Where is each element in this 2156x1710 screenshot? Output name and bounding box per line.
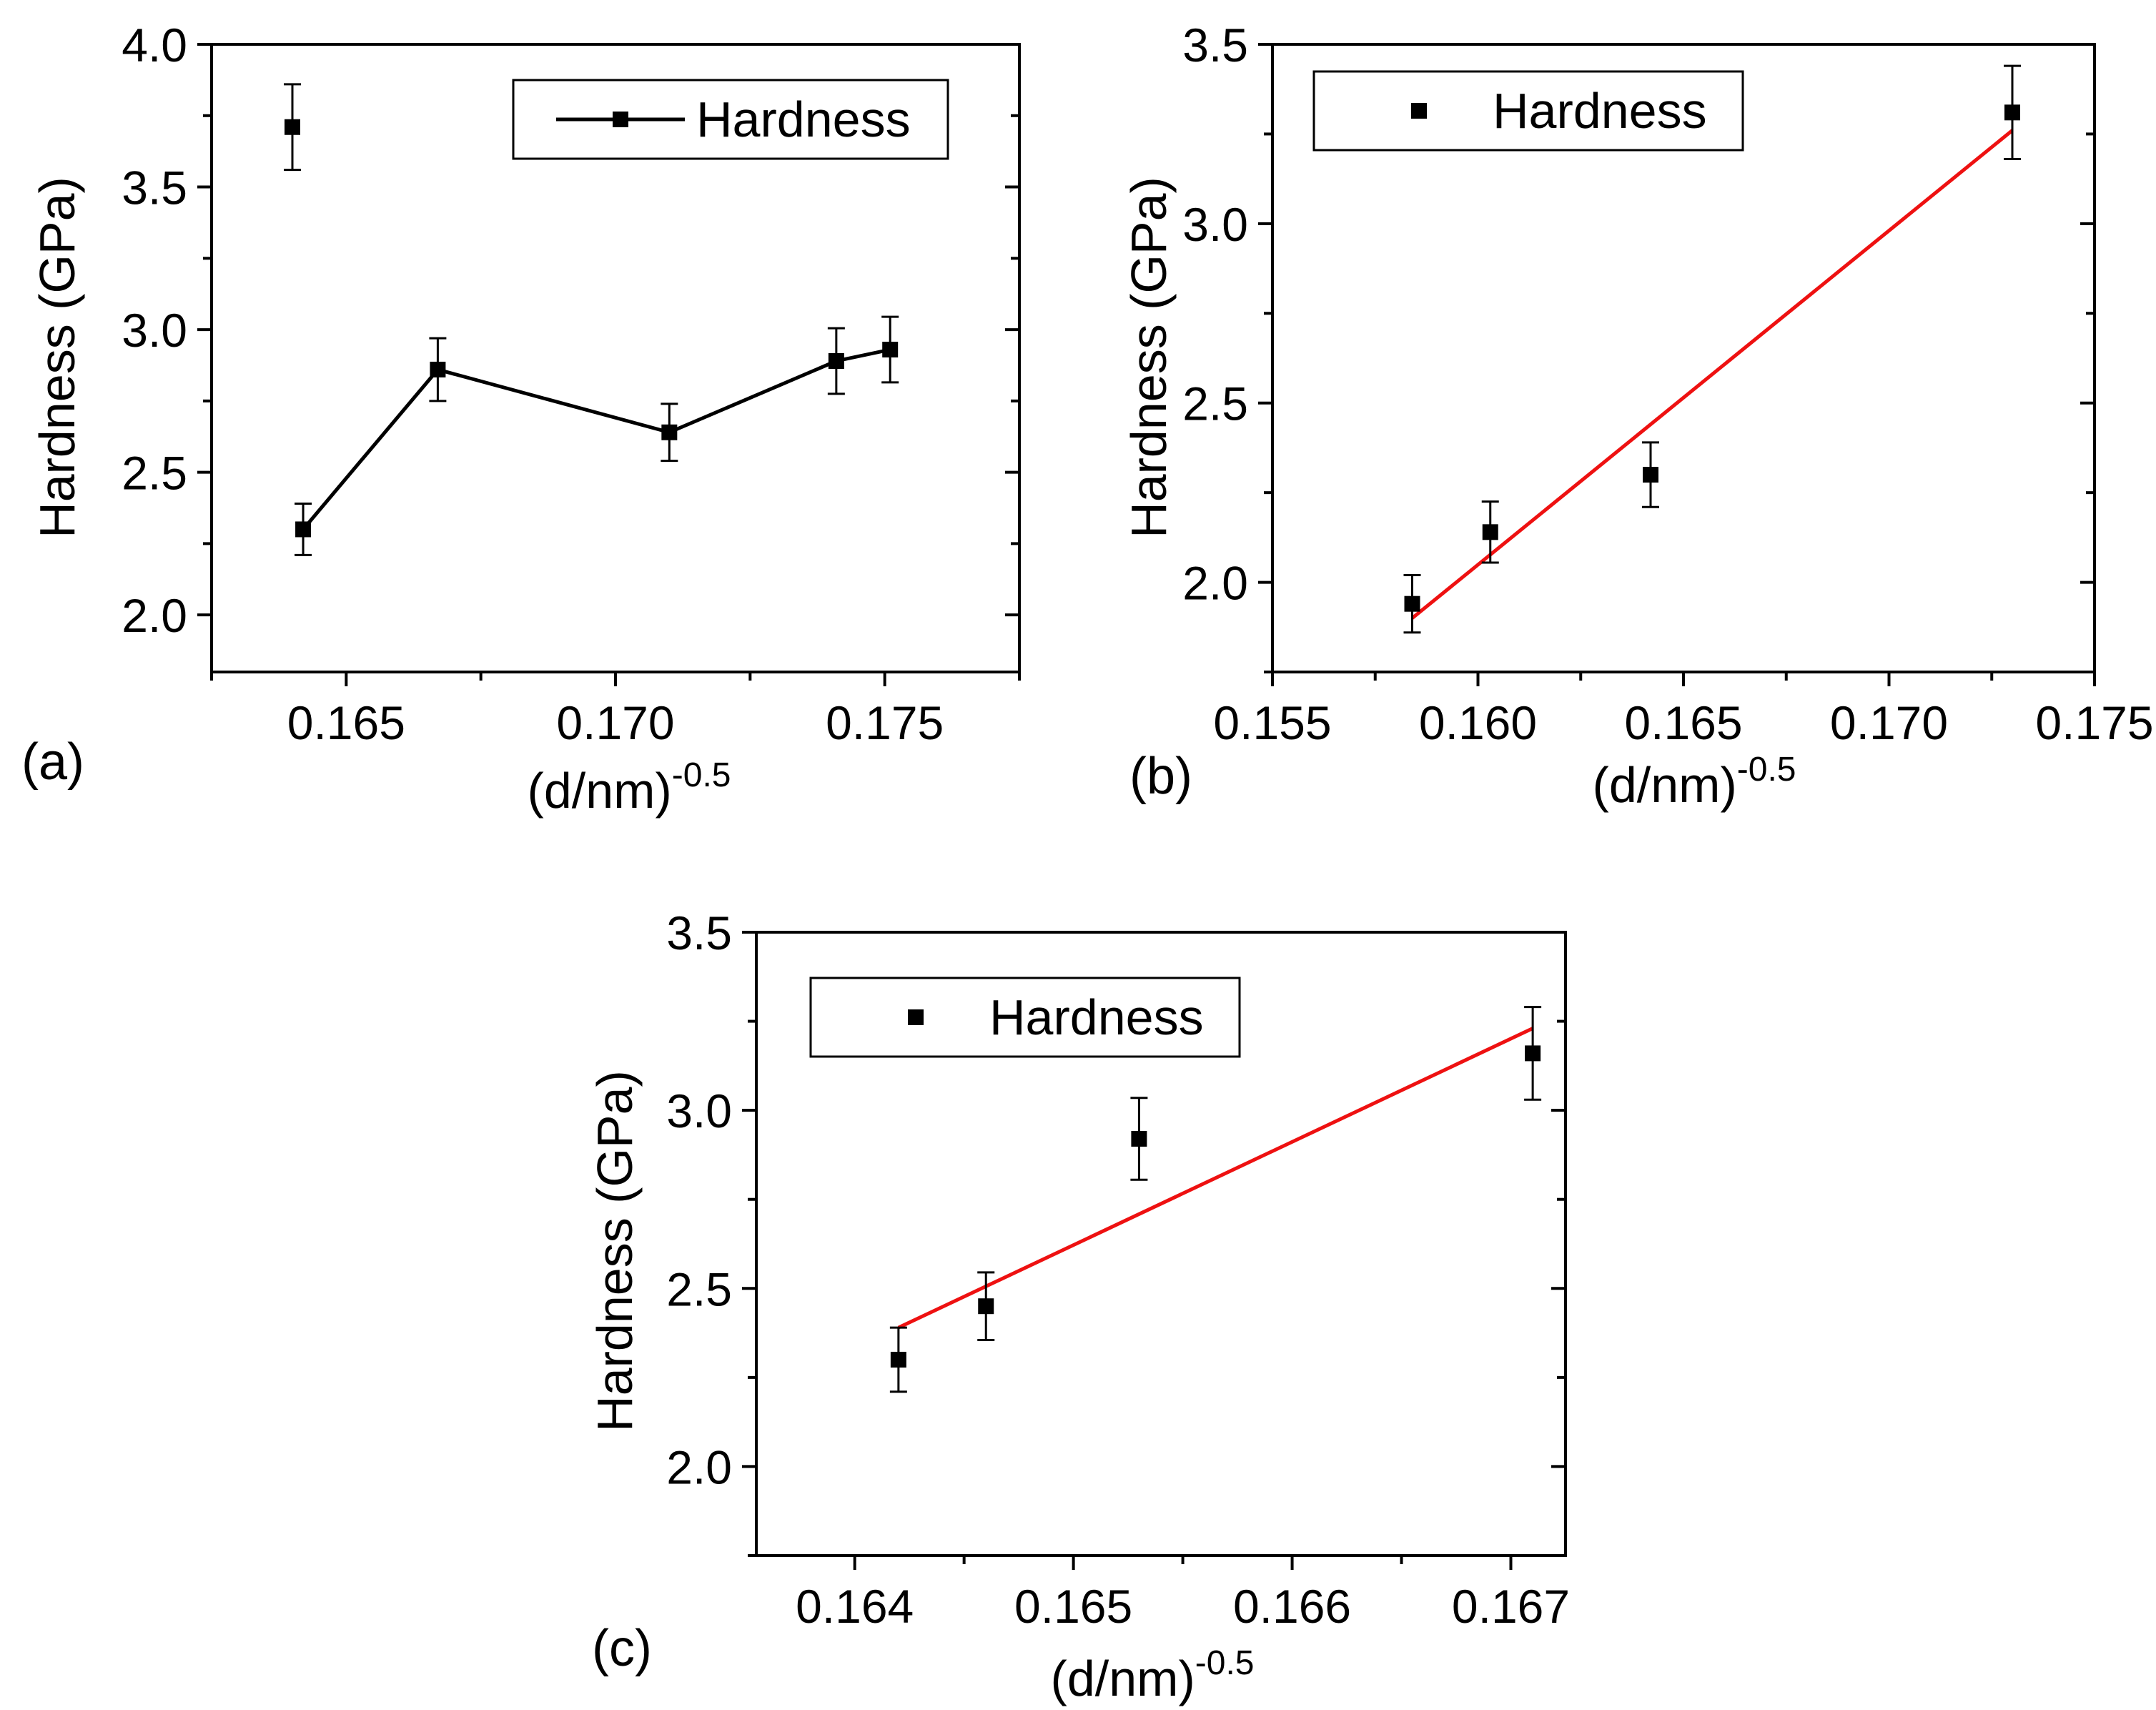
panel-label: (a) (21, 733, 84, 791)
x-tick-label: 0.160 (1419, 696, 1537, 749)
legend-label: Hardness (989, 989, 1204, 1045)
x-tick-label: 0.167 (1452, 1580, 1570, 1633)
data-point (1643, 467, 1658, 483)
legend-marker (908, 1009, 924, 1025)
y-tick-label: 2.0 (1182, 557, 1248, 610)
chart-panel-2: 0.155 0.160 0.165 0.170 0.175 2.0 2.5 3.0 3.5 Har… (1121, 19, 2154, 813)
data-point (1525, 1045, 1541, 1062)
data-point (1131, 1131, 1147, 1147)
x-axis-label-base: (d/nm) (1051, 1651, 1195, 1706)
y-tick-label: 3.0 (122, 304, 187, 357)
data-point (430, 361, 446, 377)
data-point (661, 424, 678, 440)
x-tick-label: 0.170 (1830, 696, 1948, 749)
y-tick-label: 3.5 (122, 162, 187, 214)
y-tick-label: 3.5 (1182, 19, 1248, 71)
y-tick-label: 2.5 (666, 1262, 732, 1315)
data-point (828, 352, 844, 369)
x-tick-label: 0.175 (2035, 696, 2153, 749)
data-point (285, 119, 300, 135)
x-tick-label: 0.170 (556, 696, 674, 749)
legend-marker (613, 112, 628, 127)
y-tick-label: 2.0 (666, 1440, 732, 1493)
chart-panel-3: 0.164 0.165 0.166 0.167 2.0 2.5 3.0 3.5 Hardness… (587, 906, 1570, 1706)
y-tick-label: 2.5 (1182, 377, 1248, 430)
data-point (1482, 524, 1498, 540)
x-tick-label: 0.166 (1233, 1580, 1351, 1633)
legend-box (1312, 70, 1744, 152)
x-axis-label: (d/nm)-0.5 (1593, 751, 1796, 813)
y-tick-label: 3.5 (666, 906, 732, 959)
plots-group: 0.165 0.170 0.175 2.0 2.5 3.0 3.5 4.0 Hardness (… (21, 19, 2154, 1706)
y-axis-label: Hardness (GPa) (587, 1070, 643, 1432)
series-line (302, 347, 891, 531)
legend-marker (1411, 103, 1427, 119)
legend-label: Hardness (696, 92, 911, 147)
data-point (295, 521, 312, 538)
x-axis-label: (d/nm)-0.5 (1051, 1644, 1255, 1706)
chart-panel-1: 0.165 0.170 0.175 2.0 2.5 3.0 3.5 4.0 Hardness (… (21, 19, 1021, 819)
y-tick-label: 3.0 (1182, 198, 1248, 251)
fit-line (897, 1027, 1534, 1330)
x-tick-label: 0.165 (1624, 696, 1742, 749)
x-axis-label-base: (d/nm) (1593, 757, 1737, 813)
x-tick-label: 0.164 (796, 1580, 914, 1633)
panel-label: (c) (592, 1620, 652, 1677)
panel-label: (b) (1129, 748, 1192, 805)
y-tick-label: 2.0 (122, 589, 187, 642)
data-point (1404, 595, 1420, 612)
fit-line (1410, 129, 2014, 620)
y-axis-label: Hardness (GPa) (1121, 177, 1177, 538)
x-tick-label: 0.175 (826, 696, 944, 749)
data-point (978, 1298, 994, 1315)
data-point (890, 1351, 906, 1368)
y-tick-label: 4.0 (122, 19, 187, 71)
legend-box (809, 977, 1241, 1058)
x-axis-label: (d/nm)-0.5 (528, 756, 731, 819)
x-tick-label: 0.165 (287, 696, 405, 749)
legend-label: Hardness (1493, 83, 1707, 139)
x-axis-label-exponent: -0.5 (1737, 751, 1796, 789)
data-point (882, 342, 899, 358)
plot-frame (755, 931, 1567, 1557)
x-axis-label-exponent: -0.5 (672, 756, 731, 794)
y-tick-label: 2.5 (122, 447, 187, 500)
y-axis-label: Hardness (GPa) (29, 177, 85, 538)
x-axis-label-base: (d/nm) (528, 763, 672, 819)
data-point (2004, 104, 2020, 121)
x-axis-label-exponent: -0.5 (1195, 1644, 1255, 1682)
y-tick-label: 3.0 (666, 1084, 732, 1137)
x-tick-label: 0.165 (1014, 1580, 1132, 1633)
x-tick-label: 0.155 (1213, 696, 1331, 749)
